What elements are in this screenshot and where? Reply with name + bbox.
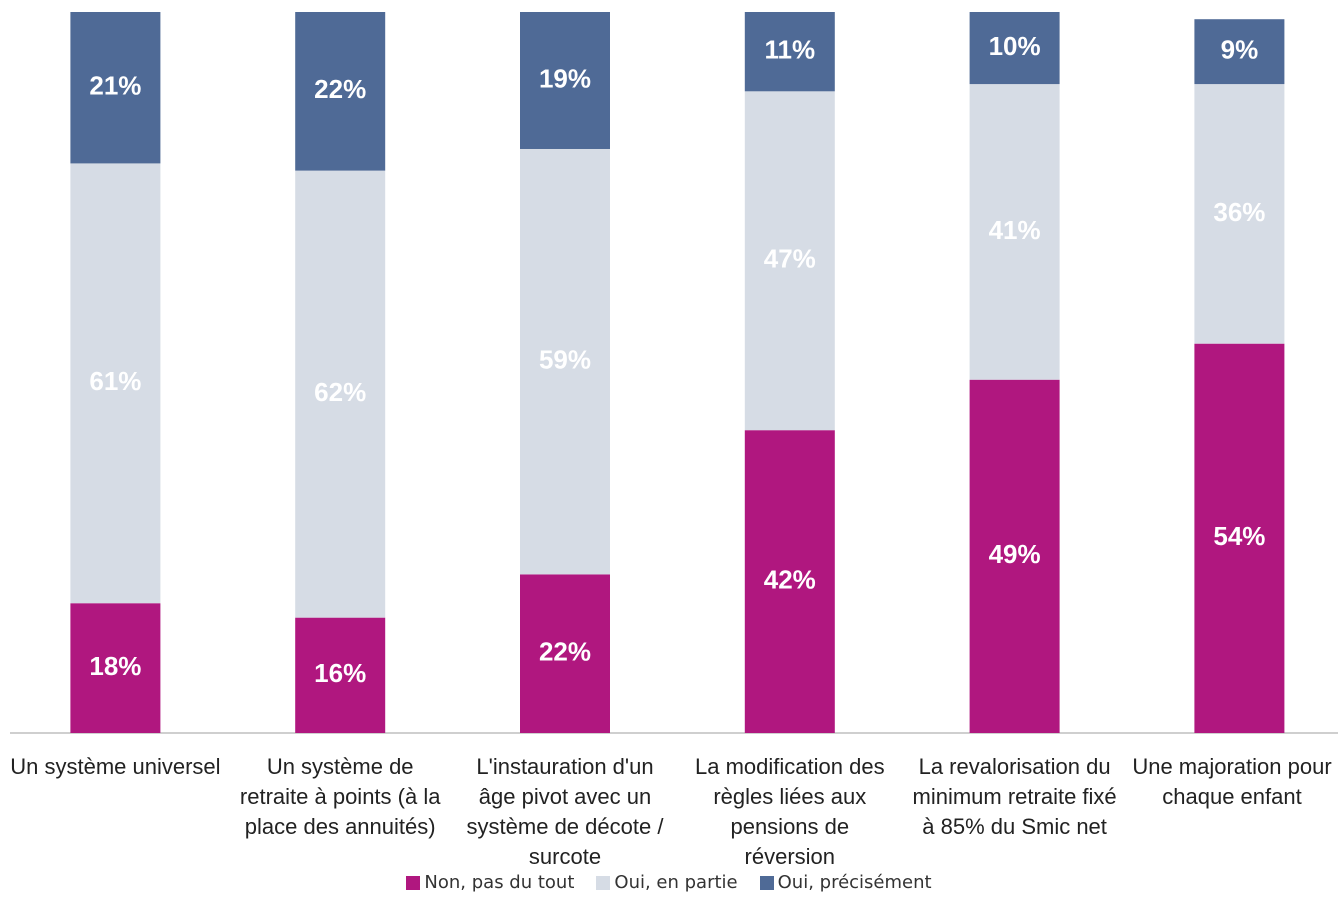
bar-segment <box>520 12 610 149</box>
data-label: 41% <box>989 215 1041 245</box>
legend-label: Oui, en partie <box>614 872 738 893</box>
data-label: 49% <box>989 539 1041 569</box>
data-label: 9% <box>1221 35 1259 65</box>
legend-label: Oui, précisément <box>777 872 932 893</box>
bar-segment <box>744 12 835 92</box>
bar-segment <box>744 91 835 431</box>
legend-swatch <box>759 875 774 890</box>
legend-swatch <box>596 875 611 890</box>
legend-item: Non, pas du tout <box>406 872 574 893</box>
legend: Non, pas du tout Oui, en partie Oui, préci… <box>0 872 1338 893</box>
bar-segment <box>520 148 610 575</box>
data-label: 22% <box>539 637 591 667</box>
x-tick-label: La modification des règles liées aux pen… <box>695 754 885 869</box>
legend-item: Oui, en partie <box>596 872 738 893</box>
bar-segment <box>1194 19 1285 85</box>
data-label: 36% <box>1213 197 1265 227</box>
bar-segment <box>70 12 161 164</box>
data-label: 22% <box>314 74 366 104</box>
legend-label: Non, pas du tout <box>424 872 575 893</box>
bar-segment <box>70 163 161 604</box>
data-label: 18% <box>89 651 141 681</box>
data-label: 19% <box>539 63 591 93</box>
bar-segment <box>744 430 835 733</box>
data-label: 59% <box>539 345 591 375</box>
legend-swatch <box>406 875 421 890</box>
legend-item: Oui, précisément <box>759 872 932 893</box>
data-label: 10% <box>989 31 1041 61</box>
data-label: 47% <box>764 244 816 274</box>
data-label: 42% <box>764 564 816 594</box>
data-label: 16% <box>314 658 366 688</box>
x-tick-label: La revalorisation du minimum retraite fi… <box>912 754 1117 839</box>
data-label: 11% <box>764 35 815 65</box>
bar-segment <box>295 617 386 733</box>
bar-segment <box>969 12 1060 85</box>
data-label: 62% <box>314 377 366 407</box>
bar-segment <box>295 12 386 171</box>
x-tick-label: Une majoration pour chaque enfant <box>1132 754 1332 809</box>
bar-segment <box>1194 343 1285 733</box>
x-tick-label: L'instauration d'un âge pivot avec un sy… <box>466 754 664 869</box>
data-label: 54% <box>1213 521 1265 551</box>
x-tick-label: Un système universel <box>10 754 221 779</box>
data-label: 61% <box>89 366 141 396</box>
bar-segment <box>295 170 386 618</box>
bar-segment <box>70 603 161 733</box>
bar-segment <box>969 379 1060 733</box>
x-tick-label: Un système de retraite à points (à la pl… <box>239 754 441 839</box>
bar-segment <box>1194 84 1285 344</box>
bar-segment <box>520 574 610 733</box>
data-label: 21% <box>89 71 141 101</box>
bar-segment <box>969 84 1060 380</box>
